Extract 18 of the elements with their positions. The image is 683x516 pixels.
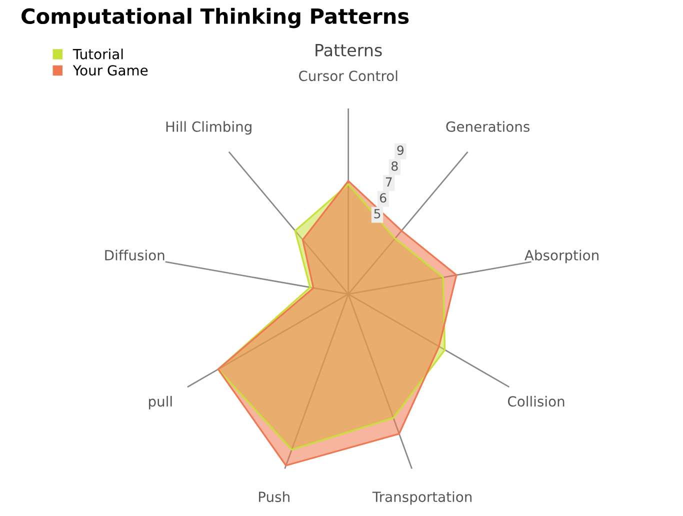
y-tick-label: 6 <box>380 193 386 203</box>
spoke-label: Collision <box>508 396 564 407</box>
y-tick-label: 7 <box>386 177 392 187</box>
spoke-label: Transportation <box>372 491 472 505</box>
legend-label: Your Game <box>72 65 148 76</box>
y-tick-label: 5 <box>374 209 380 218</box>
chart-subtitle: Patterns <box>316 44 382 56</box>
spoke-label: pull <box>148 396 172 410</box>
spoke-label: Diffusion <box>105 250 164 260</box>
spoke-label: Generations <box>446 121 530 132</box>
spoke-label: Hill Climbing <box>166 121 252 135</box>
spoke-label: Absorption <box>524 250 598 264</box>
spoke-label: Cursor Control <box>298 70 398 82</box>
y-tick-label: 9 <box>397 146 404 155</box>
y-tick-label: 8 <box>392 161 398 171</box>
chart-title: Computational Thinking Patterns <box>22 8 409 28</box>
spoke-label: Push <box>258 491 290 502</box>
legend-label: Tutorial <box>72 48 123 60</box>
